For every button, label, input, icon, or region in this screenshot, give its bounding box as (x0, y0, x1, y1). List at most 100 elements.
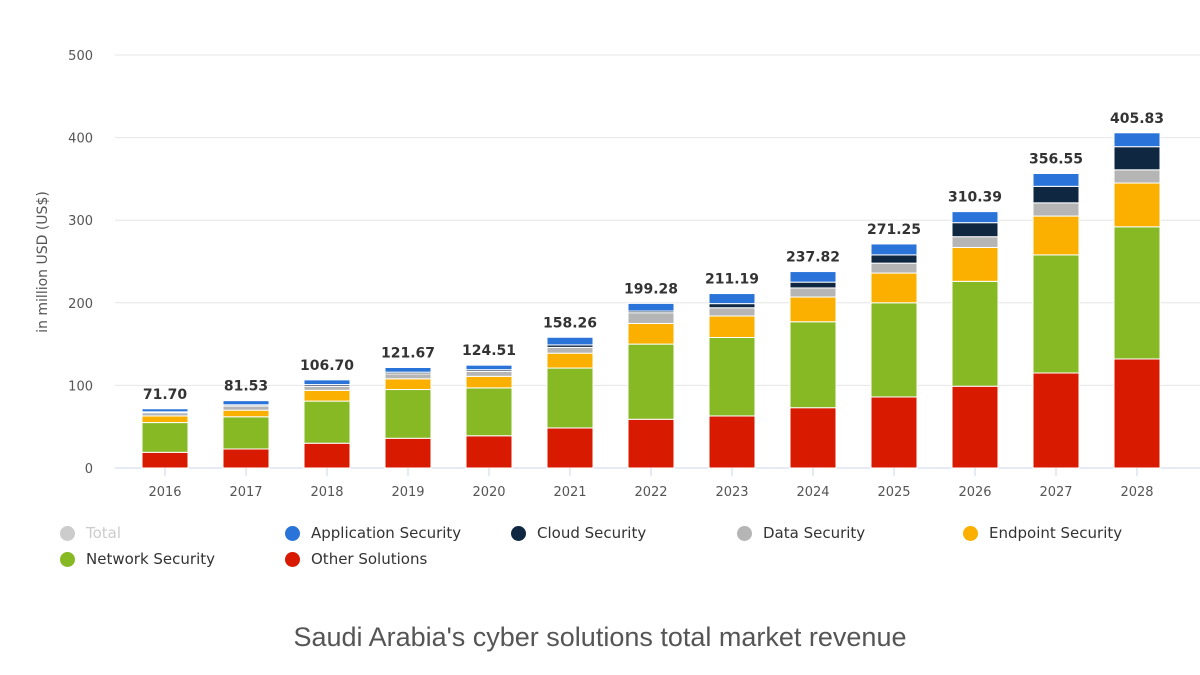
bar-segment-application-security (465, 364, 513, 371)
x-tick-label: 2019 (391, 485, 424, 500)
legend-label: Application Security (311, 524, 462, 542)
legend-item-other-solutions[interactable]: Other Solutions (285, 550, 427, 568)
legend-item-application-security[interactable]: Application Security (285, 524, 461, 542)
bar-segment-application-security (1032, 172, 1080, 187)
bar-segment-data-security (951, 236, 999, 248)
x-tick-label: 2027 (1039, 485, 1072, 500)
total-data-label: 356.55 (1029, 151, 1083, 167)
y-tick-label: 500 (68, 49, 93, 64)
legend-label: Cloud Security (537, 524, 647, 542)
bar-segment-endpoint-security (222, 409, 270, 418)
bar-segment-network-security (870, 302, 918, 398)
legend-marker-icon (60, 551, 75, 567)
bar-segment-network-security (951, 280, 999, 387)
bar-segment-cloud-security (870, 254, 918, 264)
bar-segment-application-security (222, 400, 270, 406)
bar-segment-other-solutions (465, 435, 513, 469)
legend-marker-icon (285, 525, 300, 541)
bar-segment-other-solutions (870, 396, 918, 469)
total-data-label: 71.70 (143, 387, 188, 403)
bar-segment-cloud-security (789, 281, 837, 289)
legend-marker-icon (60, 525, 75, 541)
bar-segment-network-security (708, 336, 756, 417)
legend-item-endpoint-security[interactable]: Endpoint Security (963, 524, 1122, 542)
x-tick-label: 2025 (877, 485, 910, 500)
total-data-label: 211.19 (705, 272, 759, 288)
y-tick-label: 300 (68, 214, 93, 229)
x-tick-label: 2022 (634, 485, 667, 500)
bar-segment-network-security (1032, 254, 1080, 374)
gridlines (115, 54, 1200, 469)
x-axis-ticks: 2016 2017 2018 2019 2020 2021 2022 2023 2024 2025… (148, 468, 1154, 500)
bar-segment-other-solutions (708, 415, 756, 469)
bar-segment-network-security (546, 367, 594, 429)
bar-segment-application-security (789, 271, 837, 283)
total-data-label: 237.82 (786, 250, 840, 266)
bar-segment-cloud-security (951, 222, 999, 238)
total-data-label: 199.28 (624, 281, 678, 297)
bar-segment-network-security (789, 321, 837, 409)
legend-item-total[interactable]: Total (60, 524, 121, 542)
x-tick-label: 2028 (1120, 485, 1153, 500)
bar-segment-network-security (384, 389, 432, 439)
bar-segment-application-security (141, 408, 189, 413)
total-data-label: 405.83 (1110, 111, 1164, 127)
bar-segment-data-security (1032, 202, 1080, 217)
bar-segment-data-security (303, 385, 351, 391)
total-data-label: 81.53 (224, 379, 268, 395)
y-tick-label: 200 (68, 297, 93, 312)
bar-segment-data-security (465, 370, 513, 377)
legend-marker-icon (963, 525, 978, 541)
bar-segment-other-solutions (141, 451, 189, 469)
bar-segment-network-security (303, 400, 351, 444)
bar-segment-endpoint-security (546, 352, 594, 369)
bar-segment-cloud-security (1113, 146, 1161, 171)
bar-segment-data-security (789, 287, 837, 298)
bar-segment-application-security (303, 379, 351, 386)
y-axis-label: in million USD (US$) (35, 191, 51, 333)
stacked-bar-chart: 0 100 200 300 400 500 in million USD (US$) 20… (35, 49, 1200, 500)
bars (141, 132, 1161, 469)
x-tick-label: 2023 (715, 485, 748, 500)
bar-segment-other-solutions (627, 418, 675, 469)
y-axis-ticks: 0 100 200 300 400 500 (68, 49, 93, 477)
bar-segment-application-security (870, 243, 918, 256)
bar-segment-network-security (222, 416, 270, 450)
bar-segment-application-security (708, 293, 756, 305)
bar-segment-cloud-security (708, 303, 756, 309)
legend-marker-icon (737, 525, 752, 541)
bar-segment-endpoint-security (303, 389, 351, 402)
bar-segment-data-security (1113, 169, 1161, 184)
x-tick-label: 2024 (796, 485, 829, 500)
bar-segment-other-solutions (789, 407, 837, 469)
total-data-label: 121.67 (381, 346, 435, 362)
bar-segment-data-security (546, 346, 594, 354)
bar-segment-other-solutions (546, 427, 594, 469)
bar-segment-data-security (870, 262, 918, 274)
bar-segment-network-security (627, 343, 675, 420)
legend-marker-icon (511, 525, 526, 541)
bar-segment-endpoint-security (465, 375, 513, 389)
bar-segment-endpoint-security (627, 322, 675, 345)
bar-segment-data-security (384, 373, 432, 380)
bar-segment-application-security (627, 302, 675, 312)
total-labels: 71.70 81.53 106.70 121.67 124.51 158.26 199.28… (143, 111, 1164, 403)
bar-segment-application-security (951, 211, 999, 224)
x-tick-label: 2021 (553, 485, 586, 500)
total-data-label: 158.26 (543, 315, 597, 331)
legend-item-network-security[interactable]: Network Security (60, 550, 215, 568)
bar-segment-cloud-security (1032, 185, 1080, 204)
total-data-label: 310.39 (948, 190, 1002, 206)
total-data-label: 124.51 (462, 343, 516, 359)
chart-title: Saudi Arabia's cyber solutions total mar… (293, 622, 907, 652)
bar-segment-endpoint-security (384, 378, 432, 391)
legend-item-data-security[interactable]: Data Security (737, 524, 865, 542)
x-tick-label: 2020 (472, 485, 505, 500)
bar-segment-endpoint-security (141, 415, 189, 424)
legend-label: Other Solutions (311, 550, 428, 568)
bar-segment-data-security (708, 307, 756, 317)
bar-segment-application-security (1113, 132, 1161, 148)
y-tick-label: 400 (68, 132, 93, 147)
legend-item-cloud-security[interactable]: Cloud Security (511, 524, 646, 542)
bar-segment-application-security (546, 336, 594, 346)
